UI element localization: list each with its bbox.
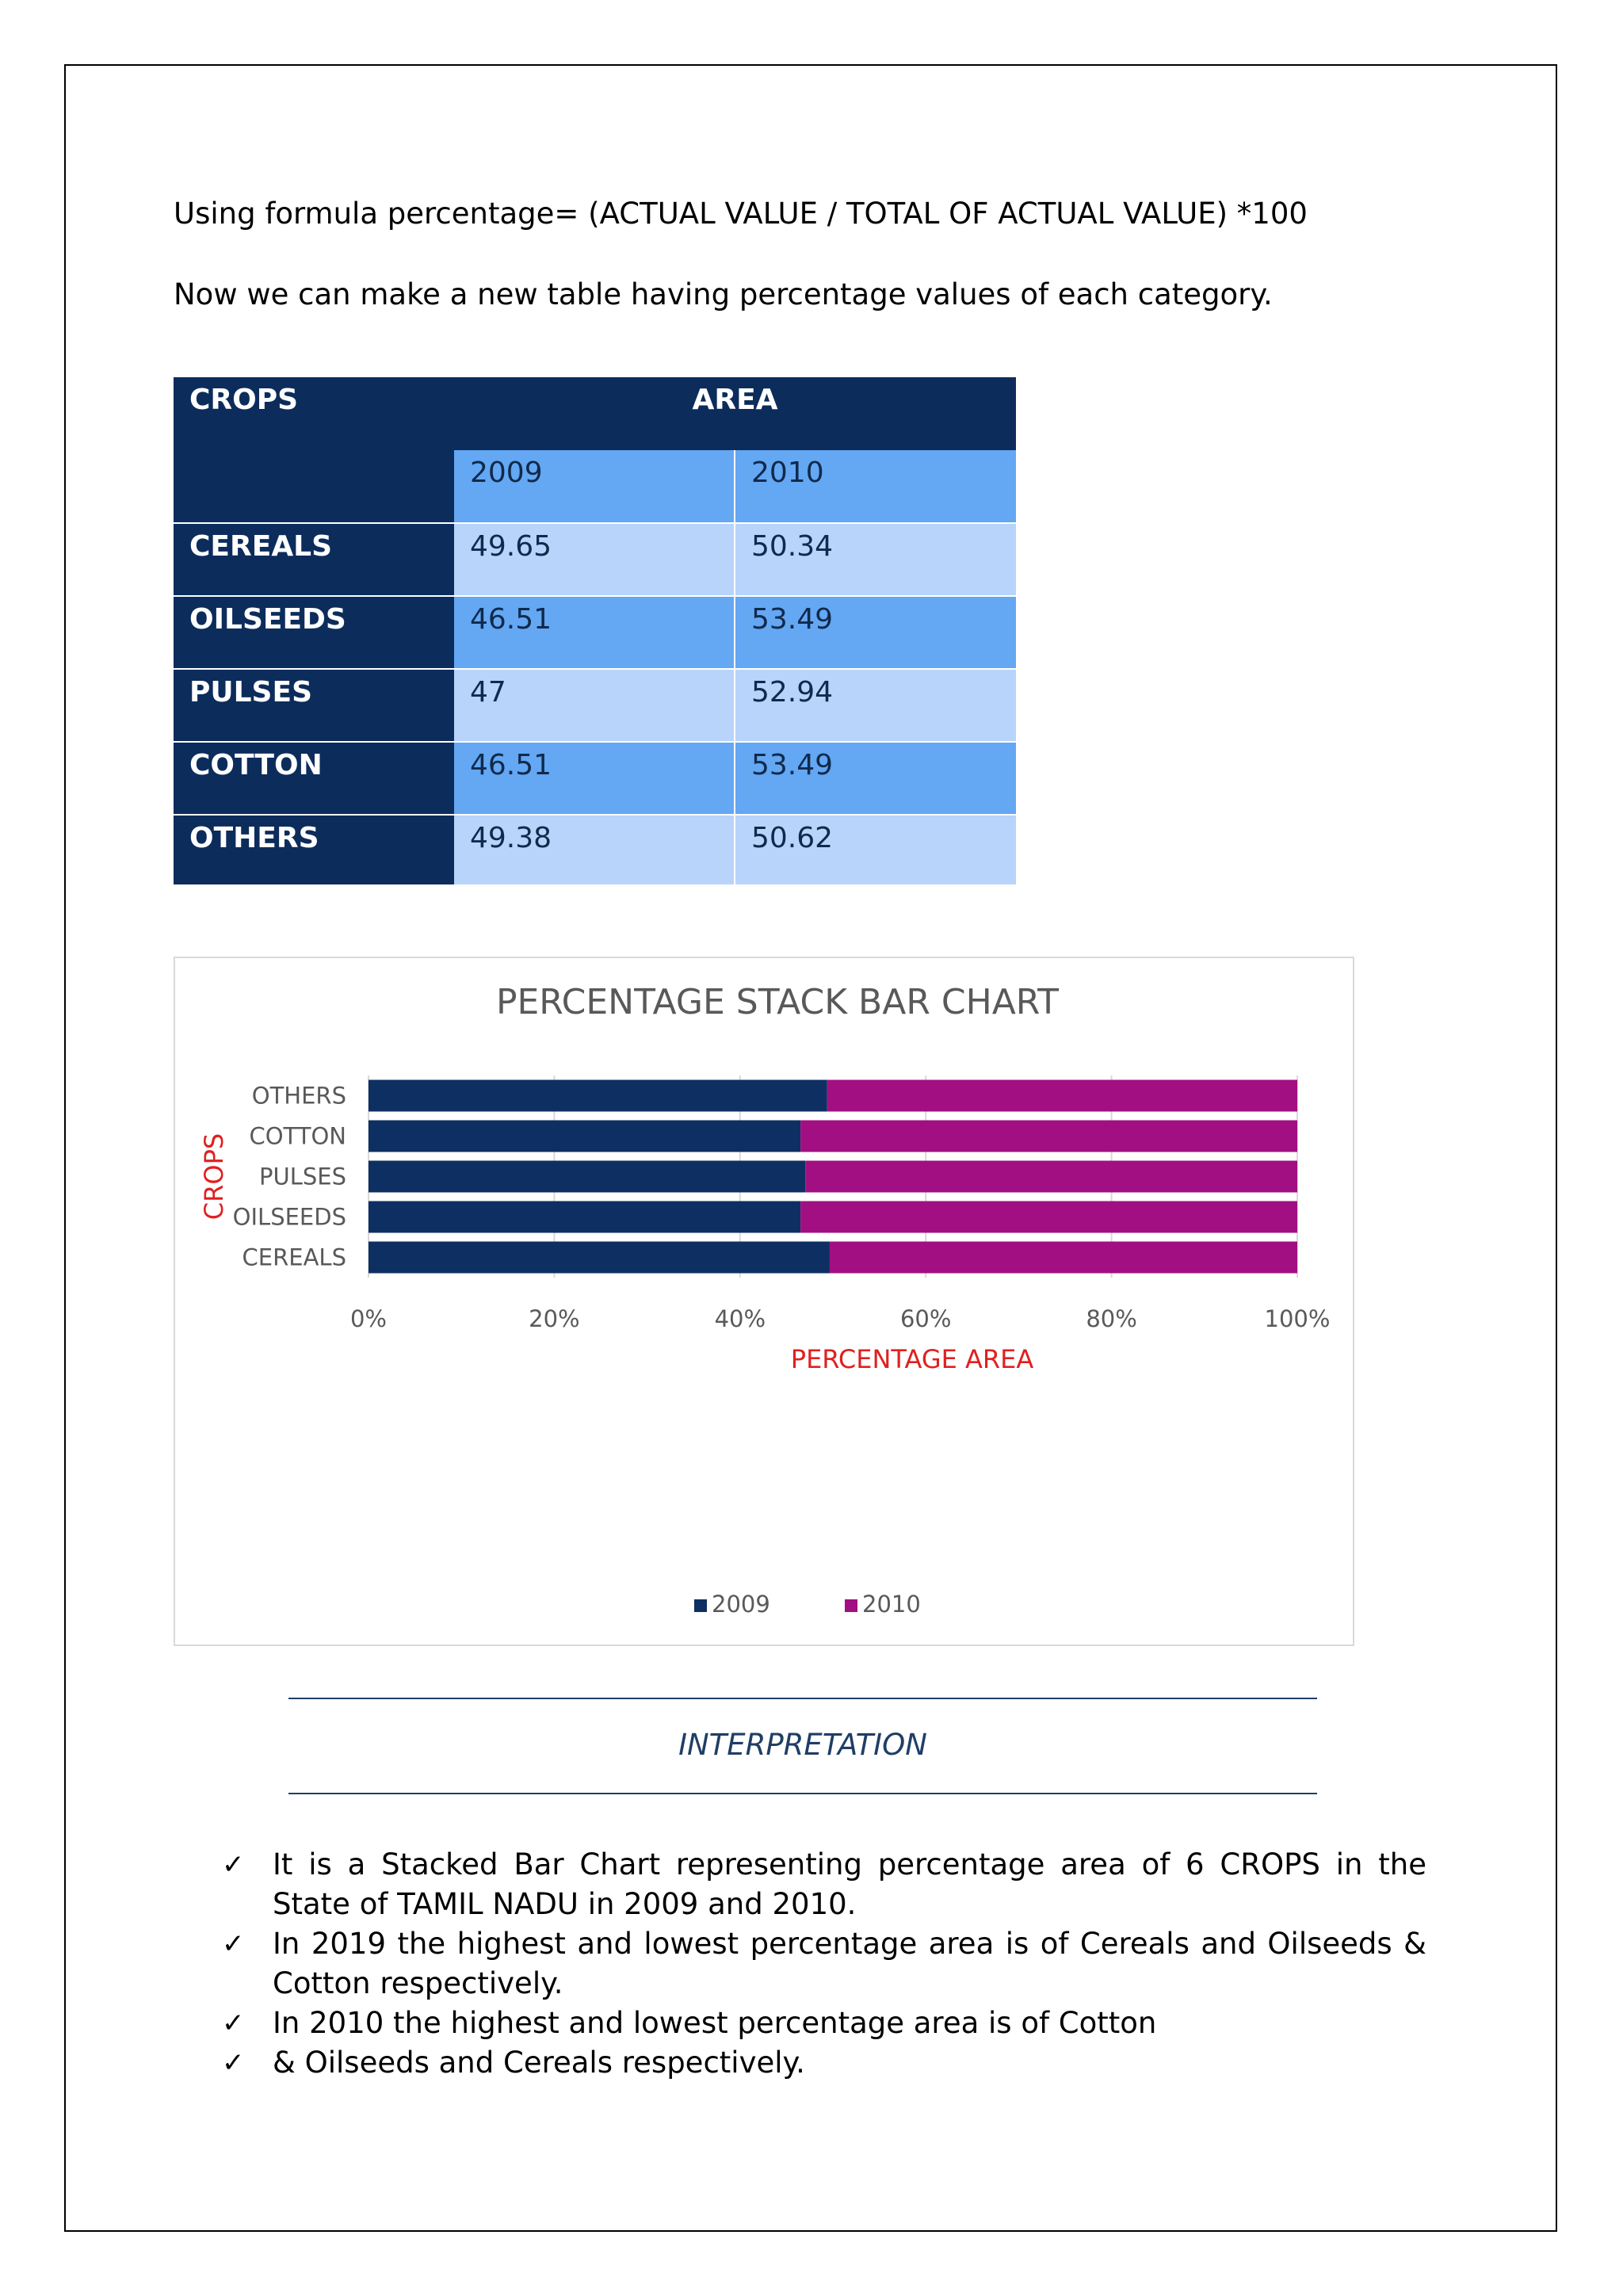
x-tick-label: 100% bbox=[1265, 1305, 1331, 1332]
header-area: AREA bbox=[454, 377, 1017, 450]
bar-segment-2009 bbox=[369, 1120, 801, 1152]
bar-segment-2010 bbox=[800, 1201, 1297, 1233]
x-axis-title: PERCENTAGE AREA bbox=[791, 1344, 1034, 1374]
x-tick-label: 80% bbox=[1086, 1305, 1136, 1332]
legend-swatch bbox=[845, 1599, 857, 1612]
percentage-table: CROPS AREA 2009 2010 CEREALS 49.65 50.34… bbox=[174, 377, 1017, 884]
bar-segment-2010 bbox=[827, 1079, 1297, 1112]
x-tick-label: 60% bbox=[900, 1305, 951, 1332]
check-icon: ✓ bbox=[222, 1849, 245, 1881]
interpretation-title: INTERPRETATION bbox=[678, 1728, 927, 1762]
check-icon: ✓ bbox=[222, 2008, 245, 2039]
crop-name: OILSEEDS bbox=[174, 596, 454, 670]
crop-name: OTHERS bbox=[174, 815, 454, 884]
bullet-text: In 2019 the highest and lowest percentag… bbox=[273, 1927, 1426, 2000]
list-item: ✓ It is a Stacked Bar Chart representing … bbox=[222, 1845, 1426, 1924]
intro-sentence: Now we can make a new table having perce… bbox=[174, 277, 1273, 311]
interpretation-list: ✓ It is a Stacked Bar Chart representing … bbox=[222, 1845, 1426, 2083]
check-icon: ✓ bbox=[222, 2047, 245, 2079]
check-icon: ✓ bbox=[222, 1928, 245, 1960]
stacked-bar-chart: PERCENTAGE STACK BAR CHART 0% 20% 40% 60% 80%… bbox=[174, 957, 1354, 1646]
table-header-row: CROPS AREA bbox=[174, 377, 1017, 450]
formula-text: Using formula percentage= (ACTUAL VALUE … bbox=[174, 197, 1308, 231]
y-tick-label: COTTON bbox=[249, 1123, 346, 1150]
header-crops: CROPS bbox=[174, 377, 454, 450]
header-year-2009: 2009 bbox=[454, 450, 735, 524]
bar-segment-2009 bbox=[369, 1079, 827, 1112]
legend-swatch bbox=[694, 1599, 707, 1612]
header-year-2010: 2010 bbox=[735, 450, 1017, 524]
list-item: ✓ In 2010 the highest and lowest percenta… bbox=[222, 2004, 1426, 2043]
chart-canvas: PERCENTAGE STACK BAR CHART 0% 20% 40% 60% 80%… bbox=[199, 982, 1331, 1618]
bar-segment-2009 bbox=[369, 1160, 806, 1193]
y-axis-title: CROPS bbox=[199, 1133, 229, 1220]
bar-segment-2010 bbox=[829, 1241, 1297, 1274]
value-2010: 53.49 bbox=[735, 596, 1017, 670]
value-2009: 47 bbox=[454, 669, 735, 743]
table-row: COTTON 46.51 53.49 bbox=[174, 742, 1017, 816]
bullet-text: It is a Stacked Bar Chart representing p… bbox=[273, 1847, 1426, 1921]
y-tick-label: OTHERS bbox=[252, 1083, 346, 1110]
bar-segment-2009 bbox=[369, 1241, 830, 1274]
crop-name: COTTON bbox=[174, 742, 454, 816]
bar-segment-2010 bbox=[800, 1120, 1297, 1152]
page-border bbox=[64, 64, 1557, 2232]
header-blank bbox=[174, 450, 454, 524]
x-tick-label: 20% bbox=[529, 1305, 579, 1332]
bar-segment-2009 bbox=[369, 1201, 801, 1233]
table-row: PULSES 47 52.94 bbox=[174, 669, 1017, 743]
value-2009: 46.51 bbox=[454, 742, 735, 816]
y-tick-label: CEREALS bbox=[242, 1244, 346, 1271]
value-2009: 46.51 bbox=[454, 596, 735, 670]
value-2009: 49.38 bbox=[454, 815, 735, 884]
table-row: CEREALS 49.65 50.34 bbox=[174, 523, 1017, 597]
list-item: ✓ & Oilseeds and Cereals respectively. bbox=[222, 2043, 1426, 2083]
list-item: ✓ In 2019 the highest and lowest percenta… bbox=[222, 1924, 1426, 2004]
interpretation-top-rule bbox=[288, 1698, 1317, 1699]
value-2010: 53.49 bbox=[735, 742, 1017, 816]
value-2010: 52.94 bbox=[735, 669, 1017, 743]
crop-name: PULSES bbox=[174, 669, 454, 743]
y-tick-label: OILSEEDS bbox=[233, 1204, 346, 1231]
table-year-row: 2009 2010 bbox=[174, 450, 1017, 524]
bullet-text: In 2010 the highest and lowest percentag… bbox=[273, 2006, 1157, 2040]
value-2010: 50.34 bbox=[735, 523, 1017, 597]
value-2010: 50.62 bbox=[735, 815, 1017, 884]
bar-segment-2010 bbox=[805, 1160, 1297, 1193]
x-tick-label: 40% bbox=[715, 1305, 766, 1332]
interpretation-bottom-rule bbox=[288, 1793, 1317, 1794]
crop-name: CEREALS bbox=[174, 523, 454, 597]
y-tick-label: PULSES bbox=[259, 1163, 346, 1190]
table-row: OTHERS 49.38 50.62 bbox=[174, 815, 1017, 884]
value-2009: 49.65 bbox=[454, 523, 735, 597]
chart-title: PERCENTAGE STACK BAR CHART bbox=[496, 982, 1059, 1022]
legend-label: 2009 bbox=[712, 1591, 770, 1618]
legend-label: 2010 bbox=[862, 1591, 921, 1618]
x-tick-label: 0% bbox=[350, 1305, 387, 1332]
table-row: OILSEEDS 46.51 53.49 bbox=[174, 596, 1017, 670]
bullet-text: & Oilseeds and Cereals respectively. bbox=[273, 2046, 805, 2080]
